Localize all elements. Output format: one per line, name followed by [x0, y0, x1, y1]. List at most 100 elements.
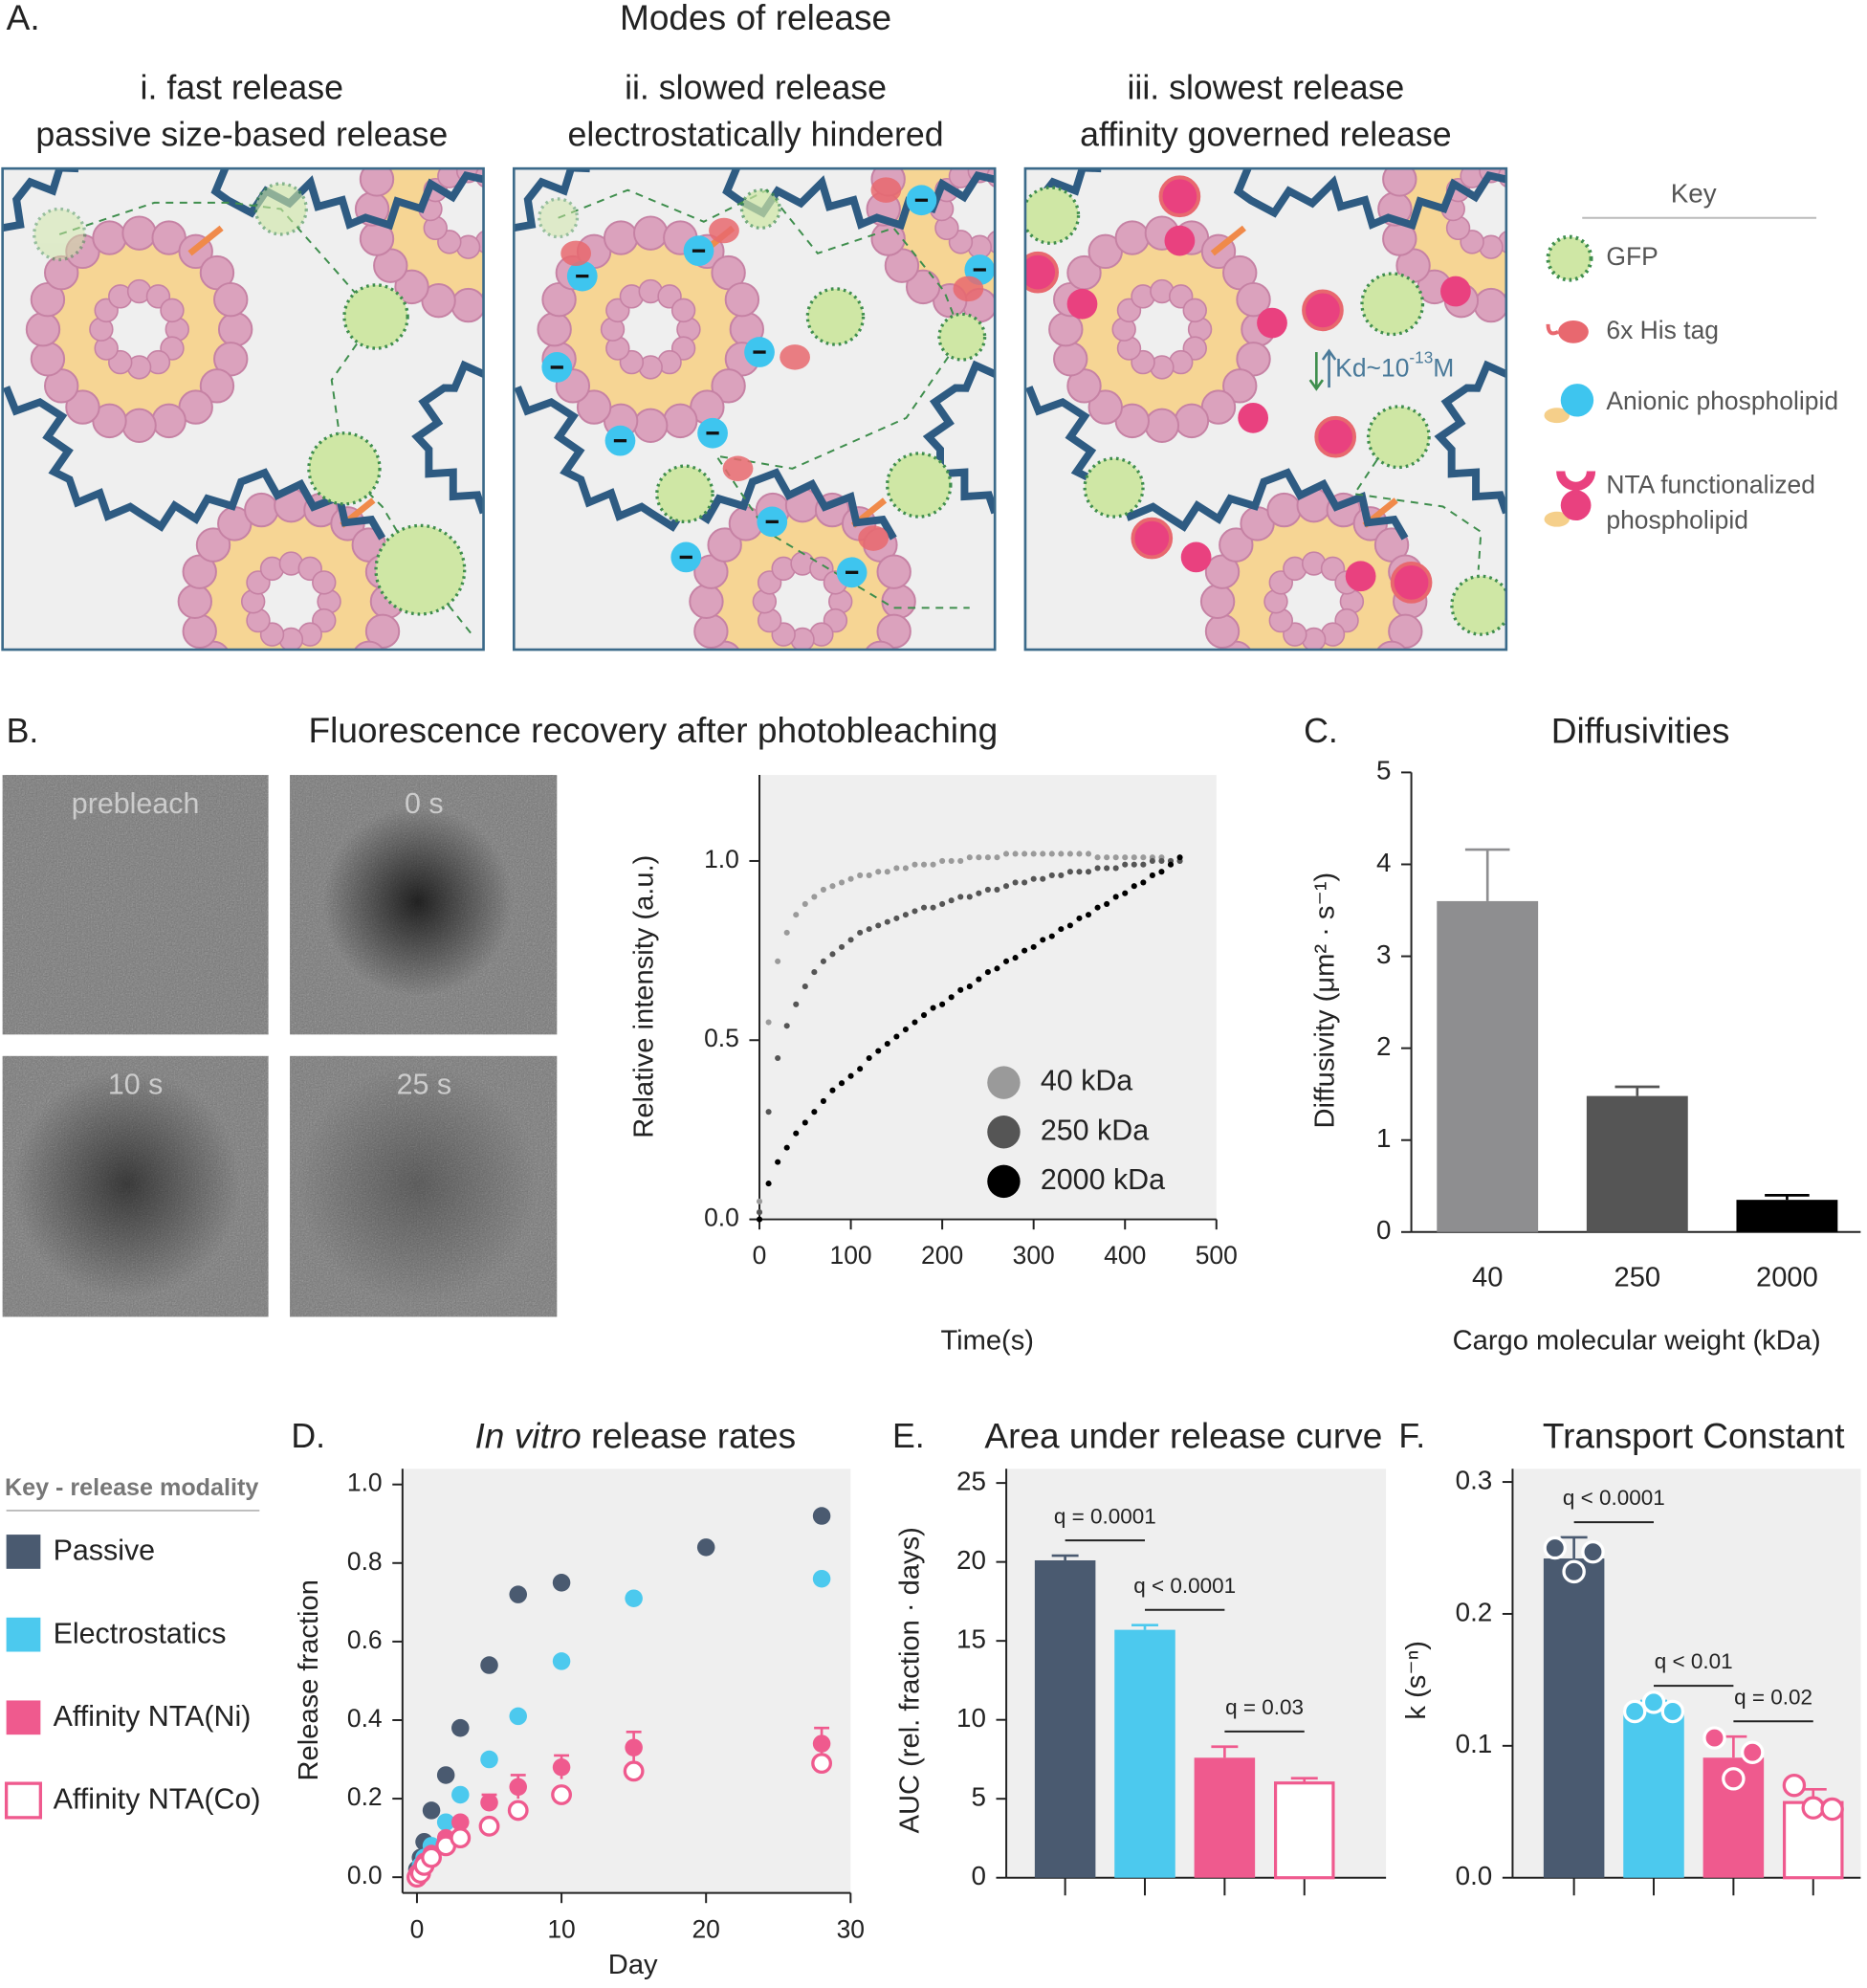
point — [811, 1753, 833, 1775]
point — [793, 1001, 800, 1007]
x-tick-label: 20 — [692, 1914, 719, 1943]
x-tick-label: 2000 — [1756, 1262, 1818, 1292]
point — [1149, 872, 1155, 878]
point — [422, 1801, 441, 1820]
legend-swatch — [6, 1700, 41, 1735]
point — [1104, 854, 1110, 861]
point — [1058, 850, 1065, 857]
x-tick-label: 300 — [1013, 1241, 1055, 1270]
lipid-head — [244, 492, 279, 528]
hydrogel-strand — [2, 386, 386, 541]
bound-his-tag — [1302, 289, 1344, 332]
legend-label: Passive — [54, 1535, 156, 1567]
lipid-head — [480, 291, 484, 311]
gfp — [1450, 574, 1506, 636]
kd-arrows — [1308, 348, 1337, 391]
point — [775, 1159, 781, 1165]
nta-lipid — [1440, 276, 1471, 307]
point — [783, 1144, 790, 1151]
point — [552, 1652, 571, 1670]
point — [1122, 890, 1129, 896]
lipid-head — [25, 312, 61, 347]
y-tick-label: 5 — [1376, 756, 1391, 785]
lipid-head — [177, 584, 212, 619]
data-point — [1660, 1699, 1685, 1724]
point — [775, 958, 781, 964]
panel-label: D. — [291, 1417, 325, 1455]
panel-label: E. — [892, 1417, 925, 1455]
point — [1122, 861, 1129, 868]
point — [793, 912, 800, 918]
point — [884, 918, 890, 925]
y-tick-label: 0.6 — [347, 1625, 383, 1654]
point — [948, 994, 955, 1001]
lipid-head — [1566, 163, 1598, 195]
bound-his-tag — [1158, 175, 1201, 218]
point — [480, 1750, 498, 1769]
key-item: NTA functionalized — [1606, 470, 1815, 498]
x-tick-label: 10 — [547, 1914, 575, 1943]
kd-text: Kd~10 — [1335, 354, 1409, 383]
gfp — [253, 182, 308, 236]
legend-label: Affinity NTA(Co) — [54, 1783, 261, 1816]
data-point — [1581, 1539, 1605, 1564]
lipid-shell — [560, 239, 741, 420]
lipid-head — [1505, 101, 1537, 134]
gfp — [805, 287, 866, 346]
lipid-head — [724, 281, 760, 318]
lipid-head — [530, 136, 562, 168]
point — [857, 872, 864, 878]
point — [1002, 850, 1010, 857]
bound-his-tag — [1024, 251, 1060, 294]
point — [866, 872, 872, 878]
hydrogel-strand — [1434, 360, 1506, 515]
significance-label: q < 0.01 — [1655, 1649, 1733, 1673]
point — [1021, 850, 1028, 857]
chart-title: Transport Constant — [1543, 1415, 1845, 1455]
lipid-head — [353, 640, 384, 651]
point — [939, 1001, 946, 1007]
point — [509, 1707, 527, 1726]
cross-linker — [519, 108, 551, 133]
nta-lipid — [1345, 561, 1376, 592]
point — [1030, 943, 1037, 950]
x-tick-label: 0 — [753, 1241, 767, 1270]
point — [756, 1209, 763, 1216]
data-point — [1702, 1726, 1726, 1750]
legend-swatch — [6, 1617, 41, 1652]
legend-marker — [987, 1066, 1021, 1099]
lipid-head — [65, 389, 100, 425]
illustrations — [1, 101, 1598, 652]
lipid-head — [1001, 179, 1024, 202]
legend-marker — [987, 1164, 1021, 1199]
illustration-frame — [512, 166, 997, 652]
point — [984, 854, 991, 861]
x-axis-label: Day — [608, 1950, 658, 1980]
chart-title: Area under release curve — [984, 1415, 1382, 1455]
point — [507, 1800, 529, 1822]
key-item: 6x His tag — [1606, 316, 1719, 344]
kd-exponent: -13 — [1409, 347, 1433, 366]
cross-linker — [1210, 225, 1246, 256]
point — [1048, 872, 1055, 878]
data-point — [1543, 1535, 1568, 1560]
lipid-shell — [1223, 511, 1404, 651]
point — [939, 900, 946, 907]
bound-his-tag — [1390, 562, 1433, 604]
point — [902, 865, 909, 872]
panel-label: F. — [1398, 1417, 1425, 1455]
point — [930, 861, 936, 868]
point — [1085, 869, 1092, 875]
point — [1012, 879, 1019, 886]
point — [1085, 912, 1092, 918]
point — [875, 1048, 882, 1054]
lipid-head — [490, 179, 513, 202]
point — [875, 869, 882, 875]
lipid-head — [195, 527, 231, 563]
gfp — [307, 431, 382, 506]
lipid-shell — [1071, 239, 1252, 420]
lipid-shell — [49, 239, 230, 420]
point — [451, 1785, 470, 1804]
point — [1002, 883, 1010, 890]
mode-title: i. fast release — [141, 69, 343, 107]
